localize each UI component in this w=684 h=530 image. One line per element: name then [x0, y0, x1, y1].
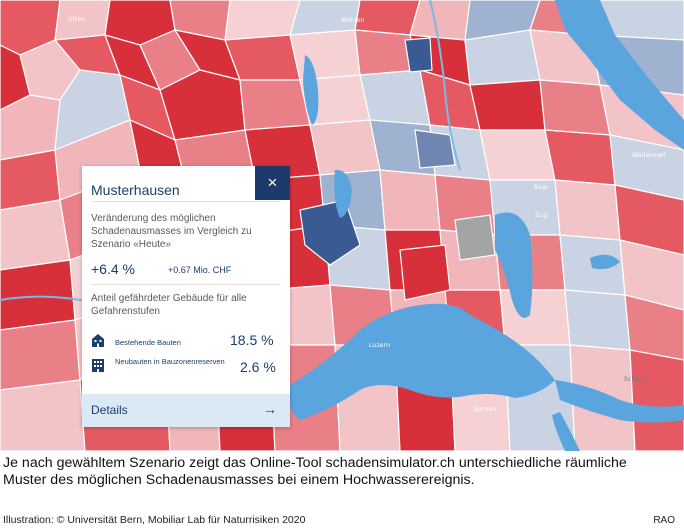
change-description: Veränderung des möglichen Schadenausmass…: [91, 213, 252, 250]
change-percent: +6.4 %: [91, 261, 135, 277]
map-place-label: Sarnen: [474, 406, 497, 413]
credit: Illustration: © Universität Bern, Mobili…: [3, 514, 306, 526]
map-place-label: Zug: [535, 212, 548, 219]
caption: Je nach gewähltem Szenario zeigt das Onl…: [3, 455, 627, 488]
row-label: Neubauten in Bauzonenreserven: [115, 357, 225, 366]
map-place-label: Luzern: [369, 342, 391, 349]
row-label: Bestehende Bauten: [115, 338, 181, 347]
row-value: 2.6 %: [240, 359, 276, 375]
map-place-label: Wädenswil: [632, 152, 666, 159]
details-button[interactable]: Details →: [82, 394, 290, 427]
divider: [91, 201, 281, 202]
divider: [91, 284, 281, 285]
details-label: Details: [91, 403, 128, 417]
close-icon: ×: [267, 173, 278, 192]
arrow-right-icon: →: [263, 401, 277, 417]
building-icon: [92, 359, 104, 372]
house-icon: [92, 334, 104, 347]
map-place-label: Baar: [534, 184, 549, 191]
share-description: Anteil gefährdeter Gebäude für alle Gefa…: [91, 293, 247, 317]
agency-tag: RAO: [653, 515, 675, 526]
row-value: 18.5 %: [230, 332, 274, 348]
municipality-popup: Musterhausen × Veränderung des möglichen…: [82, 166, 290, 427]
map-place-label: Schwyz: [624, 376, 648, 383]
map-place-label: Wohlen: [341, 17, 365, 24]
popup-title: Musterhausen: [91, 182, 180, 198]
close-button[interactable]: ×: [255, 166, 290, 200]
map-place-label: Olten: [68, 16, 86, 23]
change-chf: +0.67 Mio. CHF: [168, 265, 232, 275]
